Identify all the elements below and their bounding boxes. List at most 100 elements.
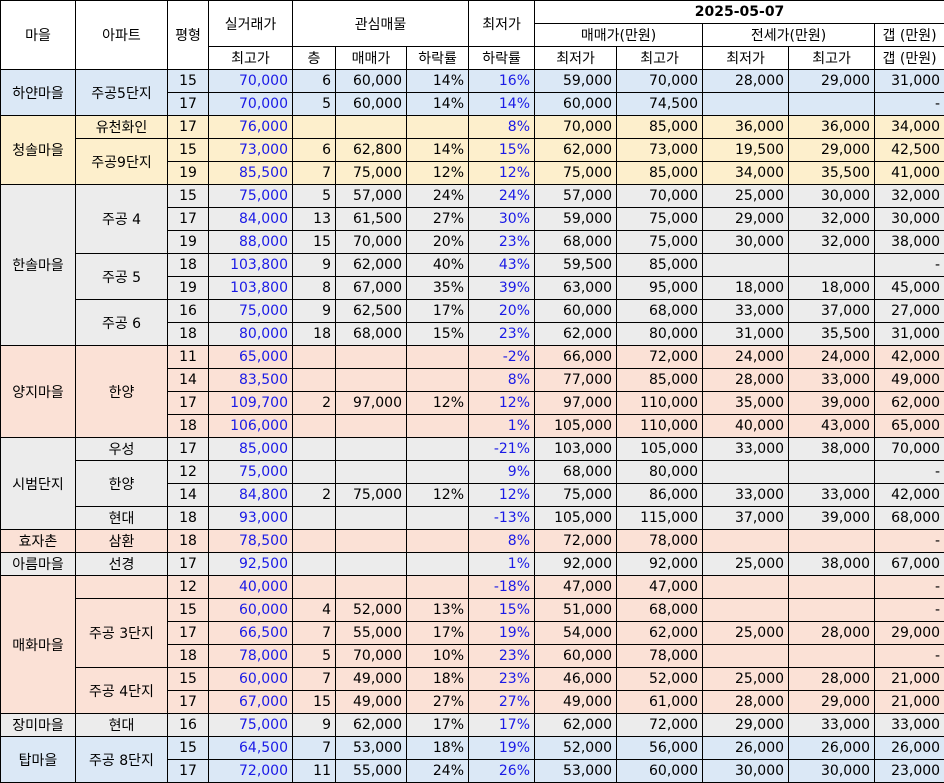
jeonse-high-value: 43,000 <box>788 414 876 438</box>
lowest-drop-value: 20% <box>468 299 536 323</box>
sale-low-value: 46,000 <box>534 667 618 691</box>
table-row: 14 83,500 8% 77,000 85,000 28,000 33,000 49,000 <box>1 368 944 392</box>
sale-low-value: 77,000 <box>534 368 618 392</box>
jeonse-high-value <box>788 460 876 484</box>
sale-high-value: 62,000 <box>616 621 704 645</box>
jeonse-high-value: 30,000 <box>788 184 876 208</box>
jeonse-low-value: 25,000 <box>702 621 790 645</box>
drop-rate-value: 13% <box>405 598 470 622</box>
jeonse-low-value: 36,000 <box>702 115 790 139</box>
drop-rate-value: 27% <box>405 207 470 231</box>
sale-high-value: 95,000 <box>616 276 704 300</box>
village-cell: 청솔마을 <box>0 115 76 185</box>
drop-rate-value: 17% <box>405 299 470 323</box>
apartment-cell: 주공5단지 <box>75 69 168 116</box>
lowest-drop-value: 9% <box>468 460 536 484</box>
sale-price-value: 52,000 <box>335 598 407 622</box>
table-row: 17 67,000 15 49,000 27% 27% 49,000 61,000 28,000… <box>1 690 944 714</box>
sale-price-value: 70,000 <box>335 230 407 254</box>
pyeong-value: 17 <box>167 437 209 461</box>
deal-high-value: 85,000 <box>208 437 293 461</box>
apartment-cell: 주공 8단지 <box>75 736 168 783</box>
apartment-cell: 주공 4단지 <box>75 667 168 714</box>
floor-value: 6 <box>292 138 336 162</box>
header-deal-price: 실거래가 <box>208 0 293 47</box>
sale-high-value: 70,000 <box>616 184 704 208</box>
drop-rate-value <box>405 529 470 553</box>
pyeong-value: 17 <box>167 115 209 139</box>
floor-value: 7 <box>292 736 336 760</box>
deal-high-value: 60,000 <box>208 667 293 691</box>
sale-price-value <box>335 345 407 369</box>
jeonse-high-value <box>788 575 876 599</box>
deal-high-value: 84,800 <box>208 483 293 507</box>
sale-price-value: 60,000 <box>335 92 407 116</box>
drop-rate-value: 12% <box>405 391 470 415</box>
apartment-cell: 한양 <box>75 460 168 507</box>
jeonse-high-value: 30,000 <box>788 759 876 783</box>
sale-low-value: 60,000 <box>534 299 618 323</box>
village-cell: 장미마을 <box>0 713 76 737</box>
jeonse-low-value: 29,000 <box>702 207 790 231</box>
jeonse-high-value: 38,000 <box>788 552 876 576</box>
table-row: 한솔마을 주공 4 15 75,000 5 57,000 24% 24% 57,000 70,00… <box>0 184 944 346</box>
drop-rate-value: 20% <box>405 230 470 254</box>
pyeong-value: 17 <box>167 391 209 415</box>
pyeong-value: 15 <box>167 184 209 208</box>
floor-value: 15 <box>292 690 336 714</box>
apartment-cell: 현대 <box>75 506 168 530</box>
deal-high-value: 65,000 <box>208 345 293 369</box>
floor-value: 9 <box>292 253 336 277</box>
lowest-drop-value: 8% <box>468 115 536 139</box>
table-row: 청솔마을 유천화인 17 76,000 8% 70,000 85,000 36,000 36,0… <box>0 115 944 185</box>
drop-rate-value: 14% <box>405 92 470 116</box>
drop-rate-value <box>405 414 470 438</box>
floor-value <box>292 575 336 599</box>
lowest-drop-value: -2% <box>468 345 536 369</box>
header-row-1: 마을 아파트 평형 실거래가 관심매물 최저가 2025-05-07 <box>0 0 944 70</box>
table-row: 주공 3단지 15 60,000 4 52,000 13% 15% 51,000 68,000- <box>1 598 944 668</box>
sale-price-value: 75,000 <box>335 483 407 507</box>
pyeong-value: 12 <box>167 460 209 484</box>
deal-high-value: 78,500 <box>208 529 293 553</box>
jeonse-low-value: 33,000 <box>702 483 790 507</box>
gap-value: 23,000 <box>874 759 944 783</box>
sale-price-value: 70,000 <box>335 644 407 668</box>
floor-value <box>292 345 336 369</box>
gap-value: 42,000 <box>874 483 944 507</box>
apartment-cell: 주공 6 <box>75 299 168 346</box>
lowest-drop-value: -21% <box>468 437 536 461</box>
table-row: 하얀마을 주공5단지 15 70,000 6 60,000 14% 16% 59,000 70,0… <box>0 69 944 116</box>
header-lowest-drop: 하락률 <box>468 46 536 70</box>
jeonse-high-value: 33,000 <box>788 713 876 737</box>
sale-high-value: 78,000 <box>616 644 704 668</box>
sale-price-value: 62,500 <box>335 299 407 323</box>
jeonse-low-value <box>702 529 790 553</box>
sale-low-value: 49,000 <box>534 690 618 714</box>
drop-rate-value: 27% <box>405 690 470 714</box>
sale-high-value: 70,000 <box>616 69 704 93</box>
pyeong-value: 17 <box>167 552 209 576</box>
deal-high-value: 66,500 <box>208 621 293 645</box>
jeonse-high-value: 37,000 <box>788 299 876 323</box>
pyeong-value: 14 <box>167 368 209 392</box>
jeonse-low-value: 25,000 <box>702 552 790 576</box>
jeonse-low-value: 31,000 <box>702 322 790 346</box>
lowest-drop-value: 27% <box>468 690 536 714</box>
sale-high-value: 73,000 <box>616 138 704 162</box>
sale-high-value: 86,000 <box>616 483 704 507</box>
gap-value: - <box>874 460 944 484</box>
deal-high-value: 70,000 <box>208 69 293 93</box>
gap-value: 33,000 <box>874 713 944 737</box>
sale-price-value: 75,000 <box>335 161 407 185</box>
sale-low-value: 62,000 <box>534 322 618 346</box>
jeonse-low-value: 28,000 <box>702 368 790 392</box>
header-gap: 갭 (만원) <box>874 23 944 47</box>
sale-price-value <box>335 552 407 576</box>
lowest-drop-value: 8% <box>468 529 536 553</box>
jeonse-low-value <box>702 253 790 277</box>
sale-price-value <box>335 506 407 530</box>
pyeong-value: 18 <box>167 506 209 530</box>
jeonse-low-value: 28,000 <box>702 69 790 93</box>
sale-high-value: 52,000 <box>616 667 704 691</box>
